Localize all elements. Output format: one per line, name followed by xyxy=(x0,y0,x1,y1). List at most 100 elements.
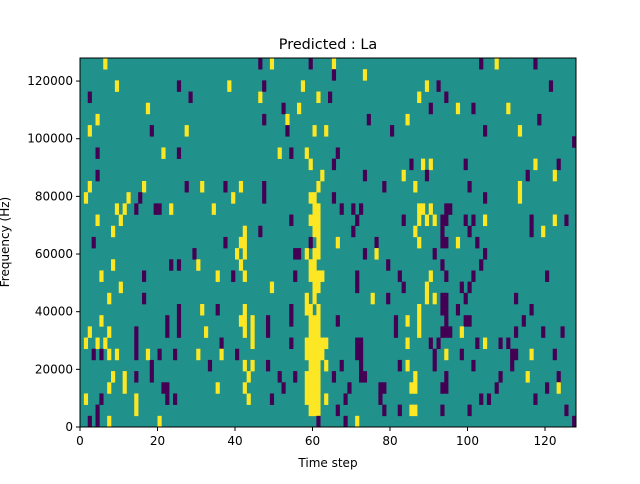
heatmap-cell-high xyxy=(424,281,430,294)
heatmap-cell-high xyxy=(312,214,317,227)
heatmap-cell-low xyxy=(556,371,561,383)
heatmap-cell-high xyxy=(424,292,430,305)
heatmap-cell-high xyxy=(405,359,410,372)
heatmap-cell-low xyxy=(281,382,286,394)
heatmap-cell-high xyxy=(529,348,534,361)
heatmap-cell-high xyxy=(409,382,414,394)
heatmap-cell-low xyxy=(355,214,360,227)
heatmap-cell-high xyxy=(122,371,127,383)
heatmap-cell-low xyxy=(285,125,290,137)
heatmap-cell-low xyxy=(266,359,271,372)
heatmap-cell-high xyxy=(161,147,166,159)
heatmap-cell-low xyxy=(359,337,364,350)
heatmap-cell-high xyxy=(316,270,321,282)
y-tick-label: 60000 xyxy=(35,247,73,261)
heatmap-cell-low xyxy=(514,326,519,338)
heatmap-cell-low xyxy=(219,337,224,350)
heatmap-cell-high xyxy=(308,348,313,361)
heatmap-cell-high xyxy=(258,91,263,104)
plot-area xyxy=(80,58,577,428)
heatmap-cell-low xyxy=(343,393,348,405)
heatmap-cell-high xyxy=(405,337,410,350)
heatmap-cell-low xyxy=(331,69,337,81)
heatmap-cell-low xyxy=(498,337,503,350)
heatmap-cell-high xyxy=(316,281,321,294)
heatmap-cell-high xyxy=(242,359,247,372)
heatmap-cell-high xyxy=(312,404,317,417)
heatmap-cell-low xyxy=(459,281,464,294)
heatmap-cell-low xyxy=(545,270,550,282)
heatmap-cell-low xyxy=(165,393,170,405)
heatmap-cell-low xyxy=(355,348,360,361)
heatmap-cell-high xyxy=(413,371,418,383)
heatmap-cell-high xyxy=(308,382,313,394)
heatmap-cell-low xyxy=(514,292,519,305)
heatmap-cell-low xyxy=(355,281,360,294)
heatmap-cell-high xyxy=(316,393,321,405)
heatmap-cell-high xyxy=(145,102,151,115)
heatmap-cell-high xyxy=(285,113,290,126)
heatmap-cell-low xyxy=(165,315,170,327)
heatmap-cell-low xyxy=(444,315,449,327)
heatmap-cell-high xyxy=(413,382,418,394)
heatmap-cell-high xyxy=(483,214,488,227)
heatmap-cell-low xyxy=(169,259,174,271)
heatmap-cell-low xyxy=(483,125,488,137)
heatmap-cell-low xyxy=(339,203,344,215)
heatmap-cell-low xyxy=(355,270,360,282)
heatmap-cell-low xyxy=(529,304,534,316)
heatmap-cell-low xyxy=(541,326,546,338)
heatmap-cell-low xyxy=(463,315,468,327)
heatmap-cell-high xyxy=(304,248,309,260)
heatmap-cell-high xyxy=(304,348,309,361)
heatmap-cell-high xyxy=(250,315,255,327)
heatmap-cell-high xyxy=(122,203,127,215)
heatmap-cell-high xyxy=(552,169,557,182)
heatmap-cell-low xyxy=(293,371,298,383)
heatmap-cell-high xyxy=(114,80,120,92)
heatmap-cell-high xyxy=(277,147,282,159)
heatmap-cell-low xyxy=(440,225,445,238)
heatmap-cell-high xyxy=(428,158,433,171)
heatmap-cell-low xyxy=(269,393,275,405)
heatmap-cell-high xyxy=(204,326,209,338)
heatmap-cell-high xyxy=(308,315,313,327)
heatmap-cell-low xyxy=(149,125,154,137)
heatmap-cell-low xyxy=(362,248,368,260)
heatmap-cell-high xyxy=(316,404,321,417)
heatmap-cell-high xyxy=(316,382,321,394)
heatmap-cell-low xyxy=(436,337,441,350)
heatmap-cell-high xyxy=(444,348,449,361)
heatmap-cell-low xyxy=(390,125,395,137)
heatmap-cell-high xyxy=(107,348,112,361)
heatmap-cell-high xyxy=(541,225,546,238)
heatmap-cell-high xyxy=(308,214,313,227)
heatmap-cell-low xyxy=(486,393,492,405)
heatmap-cell-low xyxy=(328,91,333,104)
heatmap-cell-low xyxy=(176,304,182,316)
y-axis-ticks: 0 20000 40000 60000 80000 100000 120000 xyxy=(27,74,80,434)
heatmap-cell-high xyxy=(308,270,313,282)
x-tick-label: 40 xyxy=(227,434,242,448)
heatmap-cell-low xyxy=(289,214,294,227)
heatmap-cell-low xyxy=(223,181,228,193)
heatmap-cell-low xyxy=(444,292,449,305)
heatmap-cell-high xyxy=(312,315,317,327)
heatmap-cell-low xyxy=(533,58,538,70)
heatmap-cell-high xyxy=(312,203,317,215)
heatmap-cell-high xyxy=(83,192,89,204)
heatmap-cell-high xyxy=(157,415,162,428)
heatmap-cell-low xyxy=(281,102,286,115)
heatmap-cell-low xyxy=(548,80,554,92)
heatmap-cell-low xyxy=(432,248,437,260)
heatmap-cell-low xyxy=(134,326,139,338)
heatmap-cell-low xyxy=(424,169,430,182)
heatmap-cell-high xyxy=(227,80,232,92)
heatmap-cell-high xyxy=(432,214,437,227)
heatmap-cell-high xyxy=(99,315,104,327)
heatmap-cell-high xyxy=(242,225,247,238)
x-tick-label: 80 xyxy=(382,434,397,448)
heatmap-cell-low xyxy=(471,214,476,227)
heatmap-cell-low xyxy=(157,203,162,215)
